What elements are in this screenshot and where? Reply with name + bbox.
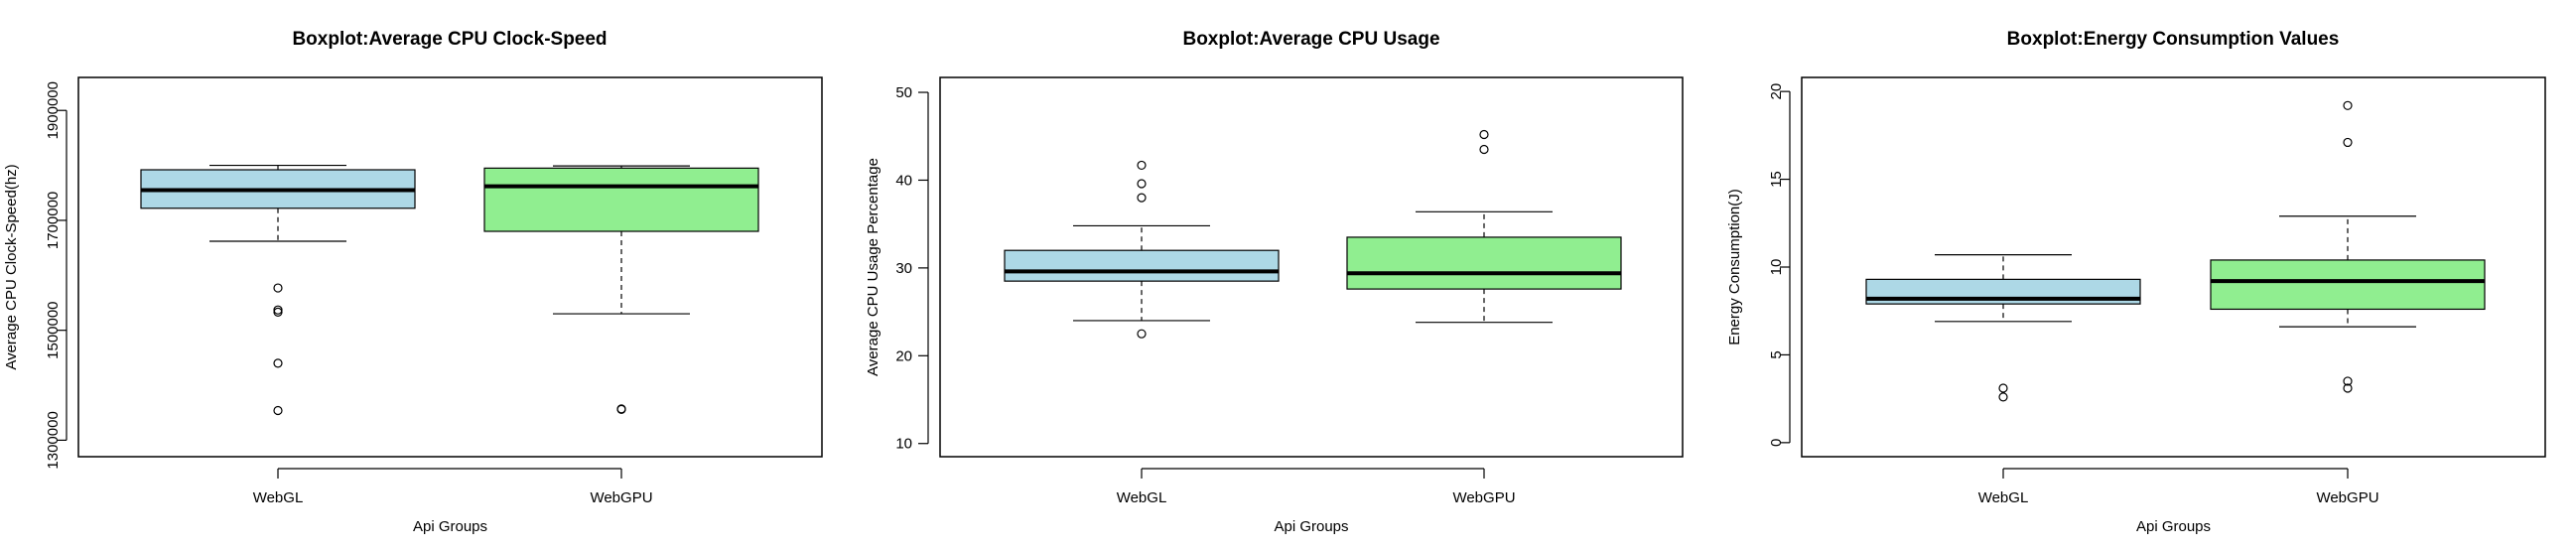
chart-panel-1: Boxplot:Average CPU Clock-Speed 1300000 15…: [3, 29, 823, 535]
box-webgl: [1865, 254, 2141, 402]
outlier-point: [1998, 392, 2008, 402]
outlier-point: [2343, 137, 2353, 148]
iqr-box: [1346, 236, 1622, 290]
x-axis-label: Api Groups: [2136, 518, 2211, 535]
iqr-box: [1004, 249, 1280, 282]
outlier-point: [273, 405, 283, 416]
outlier-point: [1137, 160, 1147, 171]
outlier-point: [2343, 100, 2353, 110]
chart-panel-2: Boxplot:Average CPU Usage 10 20 30 40 50 WebGL…: [865, 29, 1684, 535]
outlier-point: [1137, 193, 1147, 203]
outlier-point: [1479, 144, 1489, 155]
x-axis-label: Api Groups: [413, 518, 487, 535]
x-tick-label: WebGL: [1117, 489, 1167, 506]
chart-title: Boxplot:Average CPU Clock-Speed: [292, 29, 607, 50]
box-webgpu: [1346, 129, 1622, 324]
plot-frame: [77, 76, 823, 458]
y-tick-label: 10: [1768, 259, 1785, 276]
outlier-point: [616, 404, 626, 414]
x-axis-label: Api Groups: [1274, 518, 1348, 535]
outlier-point: [273, 307, 283, 317]
outlier-point: [1137, 179, 1147, 189]
x-tick-label: WebGL: [253, 489, 304, 506]
y-tick-label: 0: [1768, 439, 1785, 447]
y-tick-label: 1700000: [45, 192, 62, 249]
outlier-point: [1137, 329, 1147, 339]
y-tick-label: 40: [895, 172, 912, 189]
x-tick-label: WebGPU: [1452, 489, 1515, 506]
box-webgl: [140, 164, 416, 416]
chart-title: Boxplot:Energy Consumption Values: [2007, 29, 2340, 50]
x-tick-label: WebGL: [1978, 489, 2029, 506]
y-tick-label: 20: [1768, 83, 1785, 100]
y-axis-label: Average CPU Usage Percentage: [865, 158, 881, 376]
y-tick-label: 1500000: [45, 301, 62, 358]
y-tick-label: 30: [895, 260, 912, 277]
plot-frame: [939, 76, 1684, 458]
y-tick-label: 1300000: [45, 411, 62, 469]
outlier-point: [2343, 383, 2353, 393]
outlier-point: [1998, 383, 2008, 393]
y-tick-label: 50: [895, 84, 912, 101]
outlier-point: [273, 358, 283, 368]
x-tick-label: WebGPU: [2316, 489, 2378, 506]
plot-frame: [1801, 76, 2546, 458]
outlier-point: [1479, 129, 1489, 140]
outlier-point: [2343, 376, 2353, 386]
box-webgpu: [483, 165, 759, 414]
iqr-box: [2210, 259, 2486, 311]
chart-panel-3: Boxplot:Energy Consumption Values 0 5 10 15 2…: [1726, 29, 2546, 535]
y-axis-label: Energy Consumption(J): [1726, 189, 1743, 345]
outlier-point: [273, 283, 283, 293]
box-webgpu: [2210, 100, 2486, 393]
x-tick-label: WebGPU: [590, 489, 652, 506]
y-tick-label: 20: [895, 347, 912, 364]
iqr-box: [483, 167, 759, 232]
y-tick-label: 5: [1768, 350, 1785, 358]
box-webgl: [1004, 160, 1280, 339]
y-tick-label: 10: [895, 436, 912, 453]
y-tick-label: 15: [1768, 171, 1785, 188]
chart-title: Boxplot:Average CPU Usage: [1182, 29, 1439, 50]
y-tick-label: 1900000: [45, 81, 62, 139]
y-axis-label: Average CPU Clock-Speed(hz): [3, 164, 20, 369]
